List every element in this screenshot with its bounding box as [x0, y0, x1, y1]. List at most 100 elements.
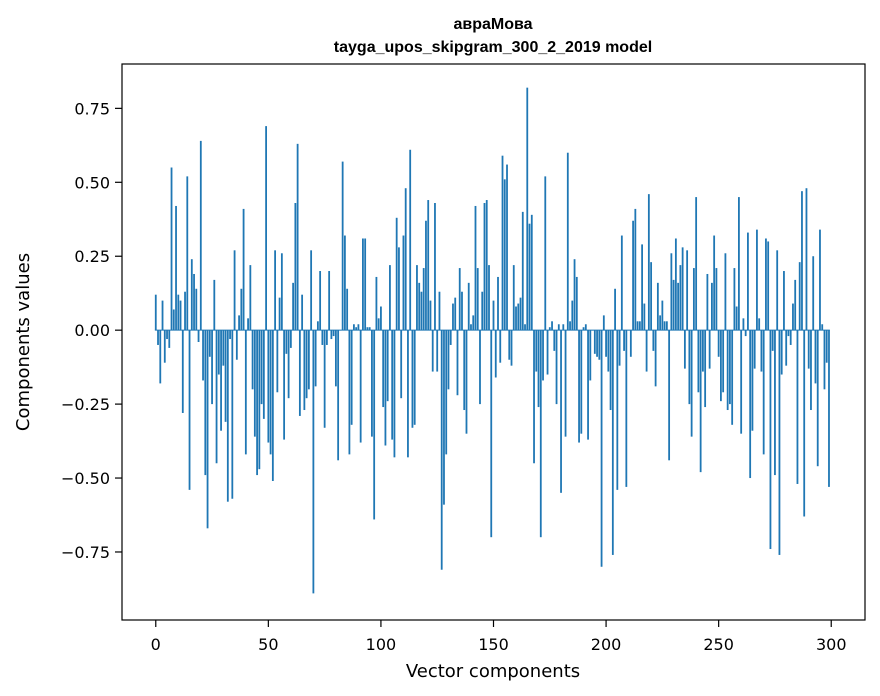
bar-5 [166, 330, 168, 340]
bar-267 [756, 229, 758, 331]
bar-145 [481, 291, 484, 331]
bar-208 [623, 330, 625, 351]
bar-60 [289, 330, 292, 348]
bar-186 [573, 259, 576, 331]
bar-254 [726, 330, 729, 411]
bar-7 [170, 167, 173, 331]
bar-152 [497, 276, 499, 331]
bar-11 [179, 300, 182, 331]
bar-156 [506, 164, 508, 331]
bar-235 [683, 330, 686, 369]
bar-163 [521, 211, 524, 331]
bar-9 [175, 205, 177, 331]
chart-title: авраМова [453, 16, 532, 33]
bar-129 [445, 330, 448, 455]
bar-61 [292, 282, 295, 331]
bar-239 [692, 268, 695, 331]
bar-263 [747, 232, 749, 331]
bar-265 [751, 330, 754, 431]
bar-16 [190, 259, 193, 331]
bar-209 [625, 330, 628, 487]
bar-108 [398, 247, 400, 331]
bar-68 [307, 330, 310, 390]
bar-97 [373, 330, 376, 520]
bar-57 [283, 330, 286, 440]
x-tick-label-100: 100 [366, 635, 397, 654]
bar-294 [816, 330, 819, 467]
x-axis: 0 50 100 150 200 250 300 [151, 620, 847, 654]
bar-72 [316, 321, 319, 331]
bar-76 [325, 330, 328, 345]
bar-89 [355, 327, 358, 331]
bar-140 [470, 324, 472, 331]
bar-85 [346, 288, 349, 331]
bar-232 [677, 282, 680, 331]
bar-107 [395, 217, 398, 331]
bar-series [154, 87, 830, 594]
bar-78 [330, 330, 333, 340]
bar-240 [695, 197, 698, 331]
bar-249 [715, 268, 718, 331]
bar-165 [526, 87, 529, 331]
bar-136 [461, 291, 463, 331]
bar-29 [220, 330, 222, 431]
bar-120 [425, 220, 427, 331]
bar-207 [620, 235, 623, 331]
bar-154 [501, 155, 504, 331]
bar-248 [713, 235, 716, 331]
bar-18 [195, 288, 198, 331]
bar-148 [488, 265, 490, 331]
bar-133 [454, 297, 457, 331]
bar-243 [701, 330, 704, 372]
bar-184 [569, 321, 571, 331]
bar-159 [512, 265, 515, 331]
bar-297 [823, 330, 826, 390]
bar-75 [323, 330, 326, 428]
bar-155 [503, 179, 506, 331]
bar-233 [679, 265, 682, 331]
x-tick-label-0: 0 [151, 635, 161, 654]
bar-268 [758, 318, 761, 331]
bar-59 [287, 330, 290, 399]
bar-236 [686, 250, 689, 331]
x-tick-label-150: 150 [478, 635, 509, 654]
bar-215 [638, 321, 641, 331]
bar-132 [452, 303, 454, 331]
bar-21 [202, 330, 204, 381]
bar-211 [629, 330, 632, 357]
bar-67 [305, 330, 308, 399]
bar-188 [578, 330, 580, 443]
bar-139 [467, 282, 470, 331]
bar-244 [704, 330, 707, 408]
bar-196 [596, 330, 598, 357]
bar-281 [787, 330, 790, 337]
bar-36 [235, 330, 238, 360]
bar-271 [765, 238, 767, 331]
bar-284 [794, 279, 797, 331]
bar-272 [767, 241, 770, 331]
bar-98 [375, 276, 378, 331]
bar-167 [530, 214, 533, 331]
bar-172 [542, 330, 544, 381]
bar-90 [357, 324, 360, 331]
bar-187 [575, 276, 578, 331]
bar-84 [344, 235, 346, 331]
bar-229 [670, 253, 673, 331]
bar-79 [332, 330, 335, 337]
bar-112 [407, 330, 409, 458]
bar-95 [368, 327, 371, 331]
bar-153 [499, 330, 502, 363]
bar-204 [614, 288, 616, 331]
bar-288 [803, 330, 806, 517]
bar-261 [742, 318, 745, 331]
bar-128 [443, 330, 445, 505]
bar-142 [474, 205, 477, 331]
bar-126 [438, 291, 441, 331]
bar-28 [217, 330, 220, 375]
bar-197 [598, 330, 601, 360]
bar-260 [740, 330, 743, 434]
bar-191 [584, 324, 587, 331]
bar-86 [348, 330, 351, 455]
bar-52 [271, 330, 274, 481]
